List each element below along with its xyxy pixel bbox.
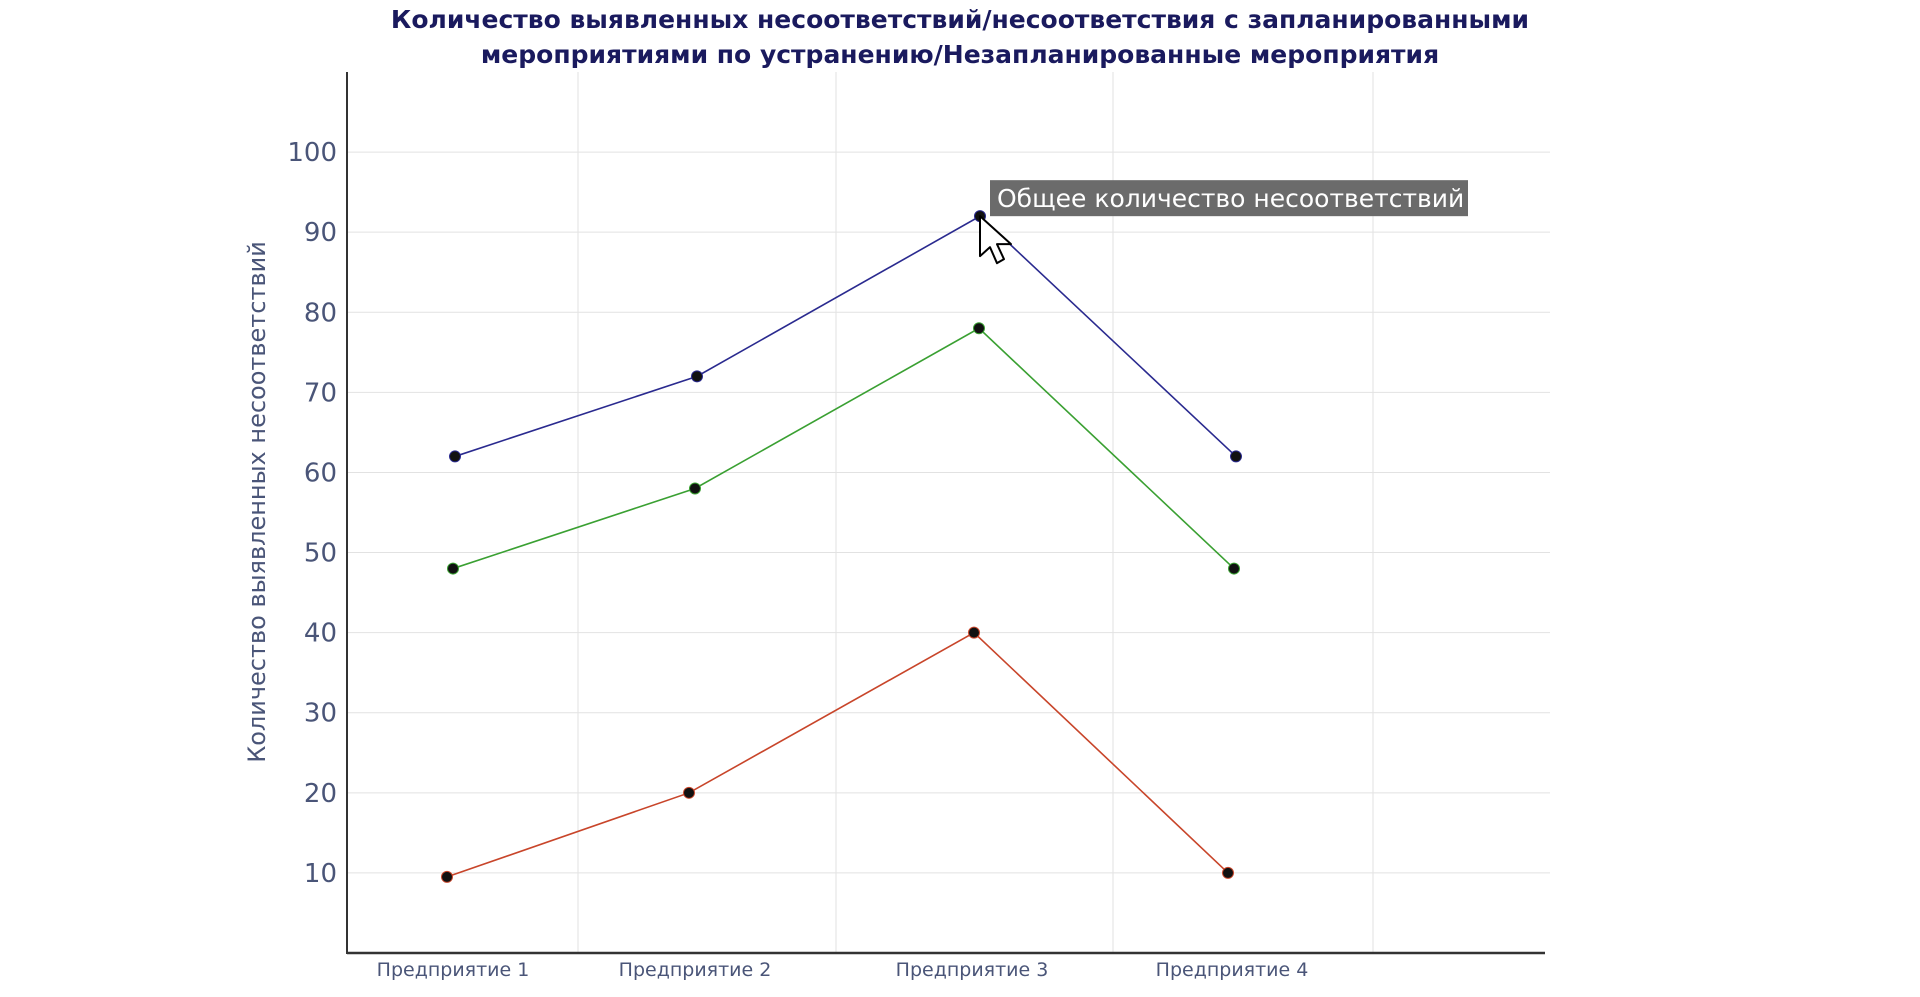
y-tick-label: 100 xyxy=(287,138,337,168)
mouse-cursor-icon xyxy=(979,215,1012,265)
y-tick-label: 60 xyxy=(304,458,337,488)
data-point[interactable] xyxy=(1222,866,1234,879)
data-point[interactable] xyxy=(441,870,453,883)
series-lines xyxy=(446,215,1237,878)
y-tick-label: 40 xyxy=(304,619,337,649)
y-tick-label: 80 xyxy=(304,298,337,328)
x-tick-label: Предприятие 4 xyxy=(1156,959,1309,981)
data-point[interactable] xyxy=(1230,450,1242,463)
data-point[interactable] xyxy=(691,370,703,383)
data-points xyxy=(441,210,1242,883)
x-tick-label: Предприятие 2 xyxy=(619,959,772,981)
x-tick-labels: Предприятие 1 Предприятие 2 Предприятие 3 П… xyxy=(377,959,1309,981)
chart-title-line-1: Количество выявленных несоответствий/нес… xyxy=(391,5,1529,34)
tooltip-text: Общее количество несоответствий xyxy=(997,184,1464,213)
data-point[interactable] xyxy=(973,322,985,335)
y-tick-label: 50 xyxy=(304,539,337,569)
series-line xyxy=(452,327,1235,570)
data-point[interactable] xyxy=(683,786,695,799)
tooltip-box xyxy=(990,180,1468,217)
y-axis-label: Количество выявленных несоответствий xyxy=(243,241,271,763)
y-tick-label: 30 xyxy=(304,699,337,729)
y-tick-labels: 10 20 30 40 50 60 70 80 90 100 xyxy=(287,138,337,889)
data-point[interactable] xyxy=(449,450,461,463)
x-tick-label: Предприятие 3 xyxy=(896,959,1049,981)
hover-tooltip: Общее количество несоответствий xyxy=(979,180,1468,265)
y-tick-label: 90 xyxy=(304,218,337,248)
chart-title-line-2: мероприятиями по устранению/Незапланиров… xyxy=(481,40,1439,69)
data-point[interactable] xyxy=(1228,562,1240,575)
axes xyxy=(346,72,1545,955)
series-line xyxy=(446,631,1229,878)
data-point[interactable] xyxy=(447,562,459,575)
grid-lines xyxy=(347,72,1550,953)
series-line xyxy=(454,215,1237,458)
chart-title: Количество выявленных несоответствий/нес… xyxy=(391,5,1529,69)
x-tick-label: Предприятие 1 xyxy=(377,959,530,981)
y-tick-label: 10 xyxy=(304,859,337,889)
y-tick-label: 20 xyxy=(304,779,337,809)
y-tick-label: 70 xyxy=(304,378,337,408)
data-point[interactable] xyxy=(689,482,701,495)
data-point[interactable] xyxy=(968,626,980,639)
